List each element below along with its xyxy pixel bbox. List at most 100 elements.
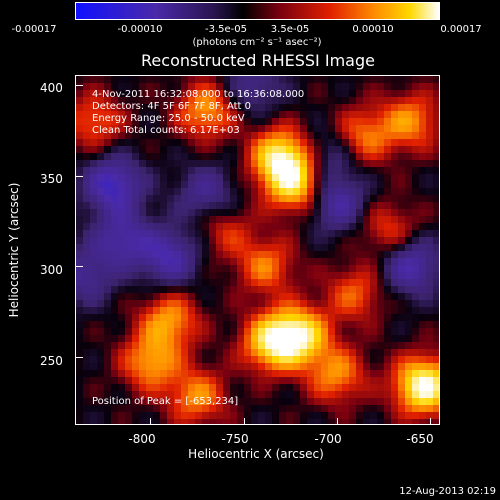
- heatmap-cell: [125, 335, 133, 343]
- heatmap-cell: [300, 104, 308, 112]
- heatmap-cell: [349, 104, 357, 112]
- heatmap-cell: [251, 97, 259, 105]
- heatmap-cell: [216, 314, 224, 322]
- heatmap-cell: [97, 300, 105, 308]
- heatmap-cell: [139, 286, 147, 294]
- heatmap-cell: [202, 272, 210, 280]
- heatmap-cell: [188, 314, 196, 322]
- heatmap-cell: [76, 118, 84, 126]
- heatmap-cell: [209, 272, 217, 280]
- heatmap-cell: [76, 321, 84, 329]
- heatmap-cell: [391, 111, 399, 119]
- heatmap-cell: [237, 97, 245, 105]
- heatmap-cell: [97, 244, 105, 252]
- heatmap-cell: [426, 384, 434, 392]
- heatmap-cell: [216, 111, 224, 119]
- heatmap-cell: [398, 223, 406, 231]
- heatmap-cell: [237, 419, 245, 424]
- heatmap-cell: [265, 216, 273, 224]
- heatmap-cell: [426, 349, 434, 357]
- heatmap-cell: [370, 258, 378, 266]
- heatmap-cell: [244, 419, 252, 424]
- heatmap-cell: [146, 307, 154, 315]
- heatmap-cell: [314, 405, 322, 413]
- heatmap-cell: [181, 384, 189, 392]
- heatmap-cell: [391, 153, 399, 161]
- heatmap-cell: [118, 356, 126, 364]
- heatmap-cell: [321, 146, 329, 154]
- heatmap-cell: [216, 160, 224, 168]
- heatmap-cell: [125, 405, 133, 413]
- heatmap-cell: [370, 384, 378, 392]
- heatmap-cell: [279, 188, 287, 196]
- heatmap-cell: [139, 377, 147, 385]
- heatmap-cell: [279, 251, 287, 259]
- heatmap-cell: [195, 377, 203, 385]
- heatmap-cell: [391, 258, 399, 266]
- heatmap-cell: [384, 279, 392, 287]
- heatmap-cell: [307, 307, 315, 315]
- heatmap-cell: [286, 412, 294, 420]
- heatmap-cell: [384, 195, 392, 203]
- heatmap-cell: [265, 265, 273, 273]
- heatmap-cell: [398, 195, 406, 203]
- heatmap-cell: [83, 272, 91, 280]
- heatmap-cell: [181, 188, 189, 196]
- heatmap-cell: [104, 104, 112, 112]
- heatmap-cell: [118, 398, 126, 406]
- heatmap-cell: [167, 237, 175, 245]
- heatmap-cell: [160, 188, 168, 196]
- heatmap-cell: [174, 279, 182, 287]
- heatmap-cell: [209, 405, 217, 413]
- heatmap-cell: [153, 384, 161, 392]
- heatmap-cell: [335, 160, 343, 168]
- heatmap-cell: [293, 202, 301, 210]
- heatmap-cell: [90, 272, 98, 280]
- heatmap-cell: [223, 356, 231, 364]
- heatmap-cell: [76, 125, 84, 133]
- heatmap-cell: [258, 125, 266, 133]
- heatmap-cell: [160, 307, 168, 315]
- heatmap-cell: [139, 90, 147, 98]
- heatmap-cell: [349, 188, 357, 196]
- heatmap-cell: [349, 384, 357, 392]
- heatmap-cell: [342, 153, 350, 161]
- heatmap-cell: [412, 349, 420, 357]
- heatmap-cell: [321, 202, 329, 210]
- heatmap-cell: [349, 167, 357, 175]
- heatmap-cell: [90, 125, 98, 133]
- heatmap-cell: [111, 321, 119, 329]
- heatmap-cell: [279, 111, 287, 119]
- heatmap-cell: [433, 272, 439, 280]
- heatmap-cell: [356, 195, 364, 203]
- heatmap-cell: [412, 251, 420, 259]
- heatmap-cell: [244, 153, 252, 161]
- heatmap-cell: [391, 377, 399, 385]
- heatmap-cell: [398, 230, 406, 238]
- heatmap-cell: [167, 258, 175, 266]
- heatmap-cell: [433, 195, 439, 203]
- heatmap-cell: [272, 377, 280, 385]
- heatmap-cell: [223, 335, 231, 343]
- heatmap-cell: [167, 356, 175, 364]
- heatmap-cell: [342, 174, 350, 182]
- heatmap-cell: [377, 342, 385, 350]
- heatmap-cell: [307, 237, 315, 245]
- heatmap-cell: [251, 398, 259, 406]
- heatmap-cell: [181, 349, 189, 357]
- heatmap-cell: [76, 104, 84, 112]
- heatmap-cell: [384, 237, 392, 245]
- heatmap-cell: [209, 377, 217, 385]
- heatmap-cell: [174, 398, 182, 406]
- heatmap-cell: [195, 104, 203, 112]
- heatmap-cell: [272, 188, 280, 196]
- heatmap-cell: [412, 146, 420, 154]
- heatmap-cell: [356, 76, 364, 84]
- heatmap-cell: [293, 223, 301, 231]
- heatmap-cell: [90, 405, 98, 413]
- heatmap-cell: [216, 377, 224, 385]
- heatmap-cell: [363, 153, 371, 161]
- heatmap-cell: [237, 307, 245, 315]
- heatmap-cell: [237, 181, 245, 189]
- heatmap-cell: [251, 363, 259, 371]
